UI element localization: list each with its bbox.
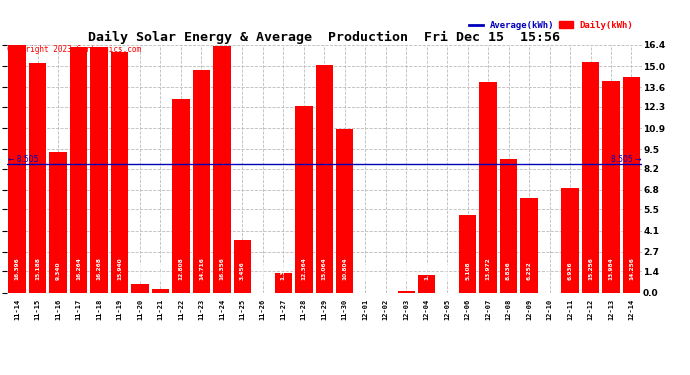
Text: 8.505 →: 8.505 → [611, 155, 641, 164]
Text: 5.108: 5.108 [465, 261, 470, 280]
Text: 12.364: 12.364 [302, 257, 306, 280]
Text: 0.100: 0.100 [404, 262, 408, 280]
Text: 0.000: 0.000 [383, 262, 388, 280]
Text: 14.256: 14.256 [629, 257, 634, 280]
Bar [480, 82, 497, 292]
Bar [315, 65, 333, 292]
Text: 15.256: 15.256 [588, 257, 593, 280]
Text: 12.808: 12.808 [179, 257, 184, 280]
Bar [70, 47, 87, 292]
Bar [29, 63, 46, 292]
Bar [152, 289, 169, 292]
Bar [90, 47, 108, 292]
Bar [623, 77, 640, 292]
Text: 9.340: 9.340 [56, 262, 61, 280]
Text: 1.152: 1.152 [424, 261, 429, 280]
Text: 0.000: 0.000 [363, 262, 368, 280]
Bar [213, 46, 230, 292]
Bar [397, 291, 415, 292]
Text: 0.568: 0.568 [137, 261, 143, 280]
Bar [500, 159, 518, 292]
Text: 13.984: 13.984 [609, 257, 613, 280]
Text: 0.248: 0.248 [158, 261, 163, 280]
Text: 16.264: 16.264 [76, 257, 81, 280]
Bar [459, 215, 476, 292]
Bar [275, 273, 292, 292]
Text: 8.836: 8.836 [506, 261, 511, 280]
Text: 6.252: 6.252 [526, 261, 531, 280]
Bar [520, 198, 538, 292]
Bar [172, 99, 190, 292]
Text: 6.936: 6.936 [568, 261, 573, 280]
Bar [336, 129, 353, 292]
Text: ← 8.505: ← 8.505 [8, 155, 38, 164]
Text: 16.268: 16.268 [97, 257, 101, 280]
Bar [562, 188, 579, 292]
Text: 15.064: 15.064 [322, 257, 327, 280]
Bar [234, 240, 251, 292]
Text: 16.396: 16.396 [14, 257, 19, 280]
Legend: Average(kWh), Daily(kWh): Average(kWh), Daily(kWh) [466, 17, 637, 33]
Text: 3.456: 3.456 [240, 261, 245, 280]
Text: 13.972: 13.972 [486, 257, 491, 280]
Bar [193, 70, 210, 292]
Text: 15.940: 15.940 [117, 258, 122, 280]
Bar [111, 52, 128, 292]
Text: 16.356: 16.356 [219, 257, 224, 280]
Text: 10.804: 10.804 [342, 258, 347, 280]
Bar [602, 81, 620, 292]
Text: 1.316: 1.316 [281, 261, 286, 280]
Bar [8, 45, 26, 292]
Bar [582, 62, 599, 292]
Text: 0.000: 0.000 [260, 262, 266, 280]
Bar [418, 275, 435, 292]
Text: 0.000: 0.000 [547, 262, 552, 280]
Text: Copyright 2023 Cartronics.com: Copyright 2023 Cartronics.com [7, 45, 141, 54]
Text: 0.000: 0.000 [444, 262, 450, 280]
Bar [131, 284, 149, 292]
Bar [295, 106, 313, 292]
Text: 15.188: 15.188 [35, 257, 40, 280]
Title: Daily Solar Energy & Average  Production  Fri Dec 15  15:56: Daily Solar Energy & Average Production … [88, 31, 560, 44]
Text: 14.716: 14.716 [199, 257, 204, 280]
Bar [50, 152, 67, 292]
